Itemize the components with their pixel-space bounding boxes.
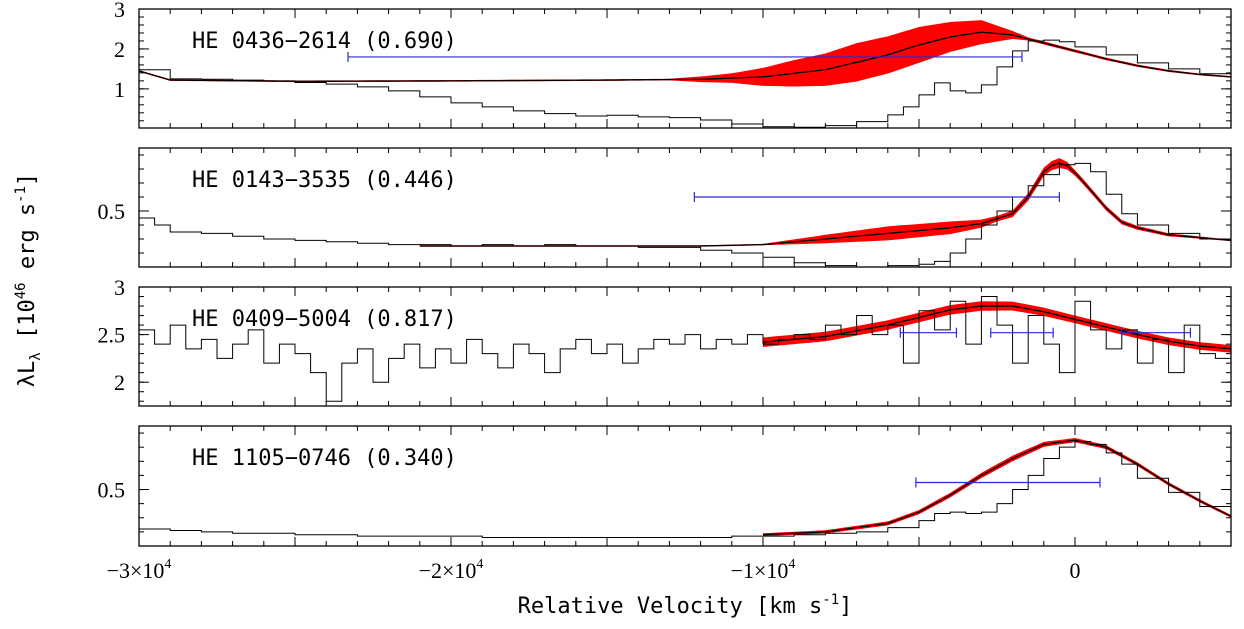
panel-frame xyxy=(138,8,1232,129)
y-tick-label: 3 xyxy=(114,275,125,300)
panel-title: HE 1105−0746 (0.340) xyxy=(192,446,457,471)
confidence-band xyxy=(419,158,1231,247)
fit-line xyxy=(419,162,1231,247)
confidence-band xyxy=(763,438,1231,537)
y-axis-label: λLλ [1046 erg s-1] xyxy=(13,173,44,387)
x-tick-labels: −3×104 −2×104 −1×104 0 xyxy=(107,557,1081,583)
panel-plot-area xyxy=(139,438,1231,539)
error-bar xyxy=(347,51,1023,62)
panel-frame xyxy=(138,286,1232,407)
confidence-band xyxy=(139,20,1231,87)
error-bar xyxy=(693,192,1061,202)
error-bar xyxy=(990,327,1054,338)
panel-2: 0.5 HE 0143−3535 (0.446) xyxy=(98,147,1232,268)
y-tick-label: 2.5 xyxy=(98,323,126,348)
panel-frame xyxy=(138,425,1232,547)
y-tick-label: 1 xyxy=(114,77,125,102)
spectrum-line xyxy=(139,162,1231,267)
panel-title: HE 0436−2614 (0.690) xyxy=(192,29,457,54)
fit-line xyxy=(139,31,1231,82)
error-bar xyxy=(1121,327,1192,338)
fit-line xyxy=(762,439,1231,536)
panel-1: 1 2 3 HE 0436−2614 (0.690) xyxy=(114,0,1232,129)
x-axis-label: Relative Velocity [km s-1] xyxy=(518,592,853,619)
x-tick-label: −3×104 xyxy=(107,557,172,583)
x-tick-label: −2×104 xyxy=(419,557,484,583)
panel-frame xyxy=(138,147,1232,268)
y-tick-label: 3 xyxy=(114,0,125,22)
panel-title: HE 0409−5004 (0.817) xyxy=(192,307,457,332)
panel-title: HE 0143−3535 (0.446) xyxy=(192,168,457,193)
spectrum-line xyxy=(139,296,1231,402)
x-tick-label: −1×104 xyxy=(731,557,796,583)
panels: 1 2 3 HE 0436−2614 (0.690) 0.5 HE 0143−3535 (… xyxy=(98,0,1232,547)
y-tick-label: 2 xyxy=(114,37,125,62)
y-tick-label: 0.5 xyxy=(98,478,126,503)
panel-4: 0.5 HE 1105−0746 (0.340) xyxy=(98,425,1232,547)
fit-line xyxy=(762,305,1231,350)
panel-plot-area xyxy=(139,296,1231,402)
x-tick-label: 0 xyxy=(1070,558,1081,583)
panel-3: 2 2.5 3 HE 0409−5004 (0.817) xyxy=(98,275,1232,407)
y-tick-label: 2 xyxy=(114,370,125,395)
panel-plot-area xyxy=(139,158,1231,267)
error-bar xyxy=(915,477,1101,488)
error-bar xyxy=(899,327,958,338)
y-tick-label: 0.5 xyxy=(98,199,126,224)
